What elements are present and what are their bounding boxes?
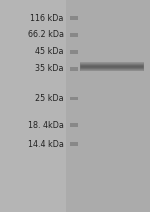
Text: 45 kDa: 45 kDa: [35, 47, 64, 56]
Text: 35 kDa: 35 kDa: [35, 64, 64, 73]
Bar: [70, 142, 78, 146]
Bar: [80, 62, 144, 63]
Text: 66.2 kDa: 66.2 kDa: [28, 31, 64, 39]
Bar: [80, 70, 144, 71]
Bar: [80, 65, 144, 66]
Text: 14.4 kDa: 14.4 kDa: [28, 140, 64, 149]
Bar: [70, 97, 78, 100]
Bar: [80, 67, 144, 68]
Bar: [66, 0, 150, 212]
Bar: [80, 65, 144, 66]
Bar: [80, 67, 144, 68]
Bar: [80, 67, 144, 68]
Bar: [80, 66, 144, 67]
Bar: [80, 64, 144, 65]
Bar: [70, 16, 78, 20]
Bar: [80, 68, 144, 69]
Bar: [70, 67, 78, 71]
Bar: [80, 64, 144, 65]
Bar: [80, 69, 144, 70]
Bar: [80, 66, 144, 67]
Bar: [80, 70, 144, 71]
Bar: [80, 68, 144, 69]
Text: 116 kDa: 116 kDa: [30, 14, 64, 22]
Bar: [70, 123, 78, 127]
Bar: [143, 63, 144, 71]
Bar: [80, 69, 144, 70]
Bar: [80, 69, 144, 70]
Text: 25 kDa: 25 kDa: [35, 94, 64, 103]
Bar: [80, 63, 144, 64]
Bar: [80, 63, 81, 71]
Bar: [70, 33, 78, 37]
Bar: [80, 63, 144, 64]
Bar: [80, 62, 144, 63]
Bar: [80, 65, 144, 66]
Bar: [80, 63, 144, 64]
Text: 18. 4kDa: 18. 4kDa: [28, 121, 64, 130]
Bar: [70, 50, 78, 54]
